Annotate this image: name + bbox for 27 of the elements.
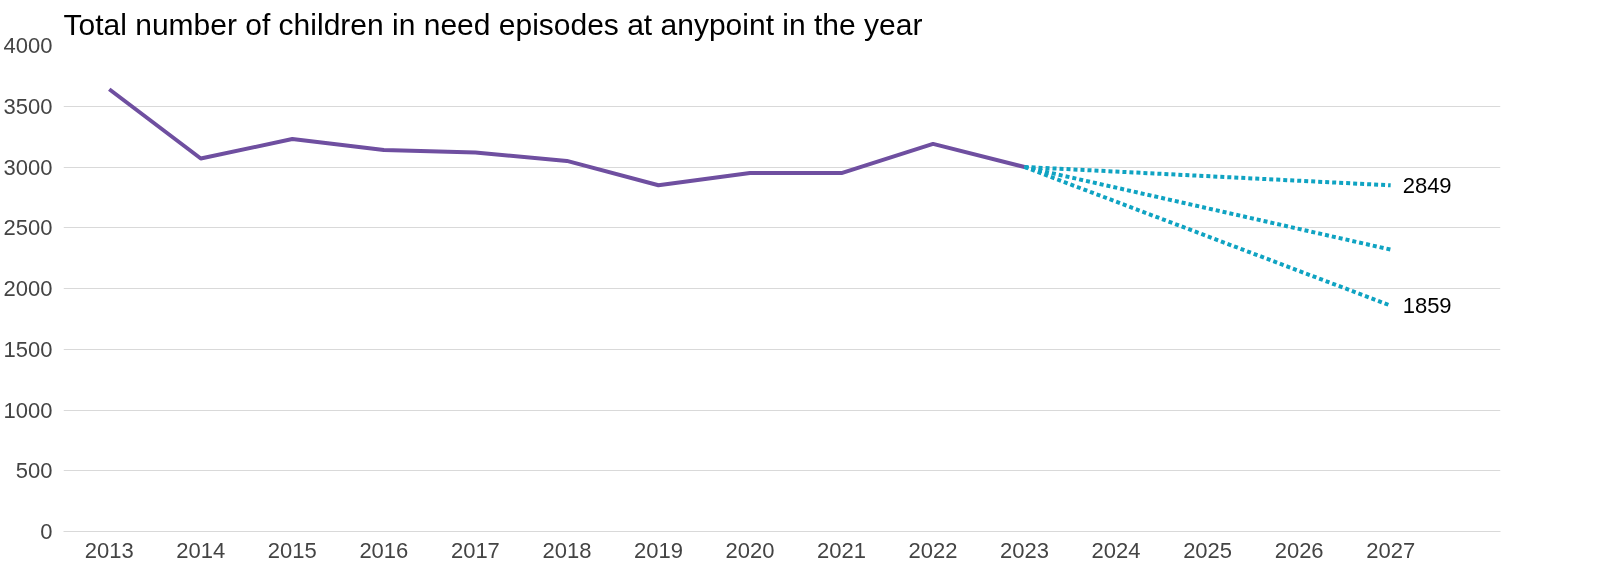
- data-label: 2849: [1402, 172, 1452, 198]
- y-tick-label: 0: [40, 519, 53, 544]
- x-tick-label: 2021: [817, 537, 866, 563]
- x-tick-label: 2017: [450, 537, 500, 563]
- y-tick-label: 4000: [3, 33, 53, 58]
- y-tick-label: 1000: [3, 397, 53, 423]
- x-tick-label: 2023: [1000, 537, 1050, 563]
- x-tick-label: 2015: [267, 537, 317, 563]
- x-tick-label: 2014: [176, 537, 226, 563]
- x-tick-label: 2019: [633, 537, 683, 563]
- x-tick-label: 2013: [84, 537, 134, 563]
- x-tick-label: 2018: [542, 537, 592, 563]
- data-label: 1859: [1402, 293, 1452, 319]
- x-tick-label: 2022: [908, 537, 958, 563]
- y-tick-label: 2500: [3, 215, 53, 241]
- x-tick-label: 2016: [359, 537, 409, 563]
- x-tick-label: 2024: [1091, 537, 1141, 563]
- y-tick-label: 3000: [3, 154, 53, 180]
- y-tick-label: 500: [15, 458, 53, 484]
- y-tick-label: 2000: [3, 276, 53, 301]
- y-tick-label: 3500: [3, 93, 53, 119]
- y-tick-label: 1500: [3, 336, 53, 362]
- x-tick-label: 2020: [725, 537, 775, 563]
- x-tick-label: 2026: [1274, 537, 1324, 563]
- x-tick-label: 2027: [1366, 537, 1416, 563]
- chart-title: Total number of children in need episodes at anypoint in the year: [63, 7, 923, 41]
- x-tick-label: 2025: [1183, 537, 1233, 563]
